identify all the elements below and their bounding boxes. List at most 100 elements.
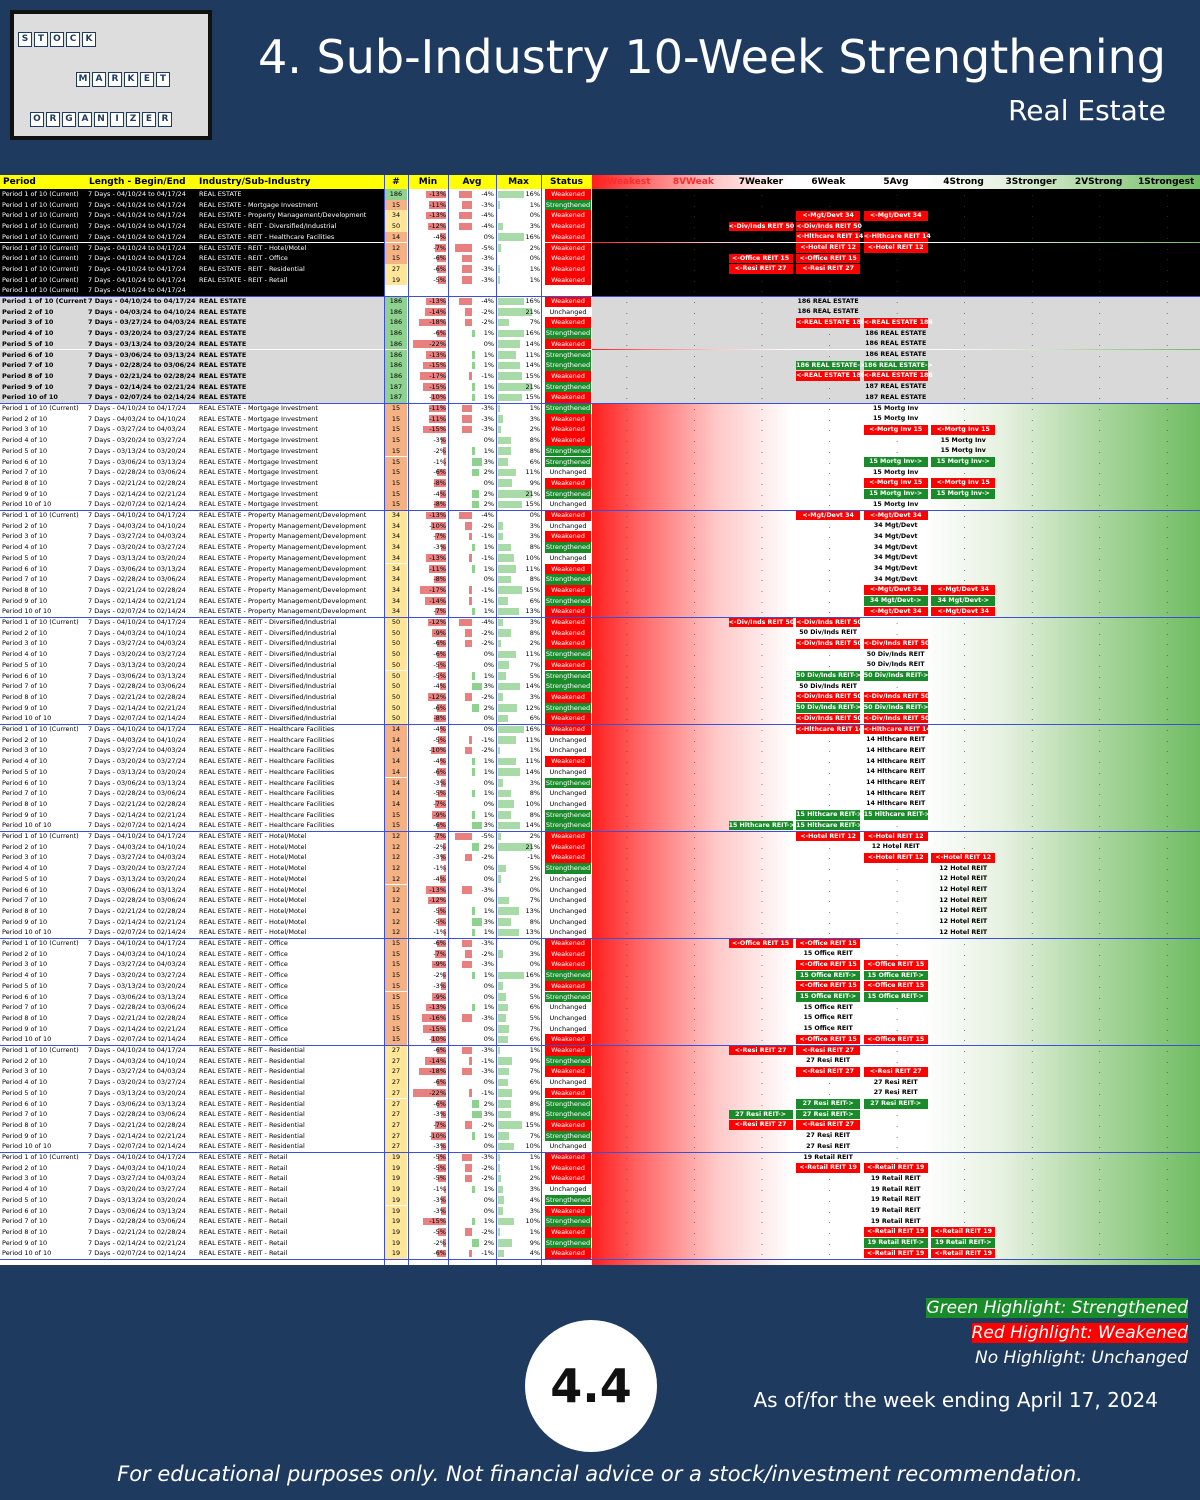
column-divider: [384, 175, 385, 1265]
numeric-area: [384, 713, 592, 724]
min-bar: [444, 864, 446, 873]
col-band-5avg: 5Avg: [883, 177, 909, 187]
group-separator: [0, 296, 1200, 297]
band-dot: .: [625, 1131, 628, 1140]
band-dot: .: [1166, 971, 1169, 980]
cell-min: -12%: [429, 618, 446, 626]
band-dot: .: [1098, 928, 1101, 937]
table-row: Period 6 of 10 7 Days - 03/06/24 to 03/13…: [0, 1098, 1200, 1110]
cell-min: -14%: [429, 596, 446, 605]
cell-min: -3%: [433, 853, 446, 862]
status-badge: Strengthened: [545, 670, 591, 682]
cell-length: 7 Days - 03/20/24 to 03/27/24: [88, 1078, 186, 1087]
max-bar: [498, 522, 503, 530]
numeric-area: [384, 905, 592, 917]
group-separator: [0, 1045, 1200, 1046]
band-label: <-Mgt/Devt 34: [796, 210, 861, 221]
avg-bar: [468, 586, 472, 594]
min-bar: [430, 1132, 446, 1140]
table-row: Period 1 of 10 (Current) 7 Days - 04/10/2…: [0, 1045, 1200, 1056]
band-dot: .: [693, 286, 696, 295]
band-dot: .: [1098, 1046, 1101, 1054]
band-dot: .: [760, 1227, 764, 1236]
band-dot: .: [1166, 650, 1169, 659]
min-bar: [423, 425, 446, 434]
band-dot: .: [1166, 757, 1169, 766]
col-band-2vstrong: 2VStrong: [1074, 177, 1123, 187]
cell-max: 1%: [529, 275, 540, 284]
section-badge: 4.4: [525, 1320, 657, 1452]
band-dot: .: [1031, 457, 1034, 466]
cell-max: 16%: [525, 725, 540, 733]
cell-avg: -3%: [481, 200, 494, 209]
cell-industry: REAL ESTATE - REIT - Healthcare Faciliti…: [199, 821, 335, 830]
status-badge: Strengthened: [545, 702, 591, 714]
band-dot: .: [963, 532, 966, 541]
band-dot: .: [693, 1195, 696, 1204]
cell-period: Period 2 of 10: [2, 949, 48, 958]
numeric-area: [384, 991, 592, 1003]
logo-letter: S: [18, 32, 32, 47]
cell-min: -5%: [433, 671, 446, 680]
cell-period: Period 10 of 10: [2, 821, 52, 830]
cell-min: -9%: [433, 992, 446, 1001]
band-dot: .: [693, 949, 696, 958]
table-row: Period 2 of 10 7 Days - 04/03/24 to 04/10…: [0, 306, 1200, 318]
min-bar: [435, 1121, 446, 1129]
cell-avg: 0%: [483, 981, 494, 990]
band-dot: .: [895, 393, 899, 402]
max-bar: [498, 490, 532, 498]
band-dot: .: [1098, 607, 1101, 616]
band-dot: .: [1031, 1238, 1034, 1247]
col-band-4strong: 4Strong: [943, 177, 984, 187]
band-label: 27 Resi REIT: [873, 1089, 918, 1097]
band-dot: .: [1166, 1174, 1169, 1183]
cell-avg: 3%: [483, 917, 494, 926]
cell-industry: REAL ESTATE - REIT - Healthcare Faciliti…: [199, 725, 335, 733]
cell-avg: 3%: [483, 821, 494, 830]
band-dot: .: [760, 1003, 764, 1012]
status-badge: Unchanged: [545, 895, 591, 906]
band-dot: .: [1098, 1003, 1101, 1012]
cell-min: -1%: [433, 928, 446, 937]
column-divider: [496, 175, 497, 1265]
band-dot: .: [963, 361, 966, 370]
cell-min: -1%: [433, 457, 446, 466]
cell-period: Period 2 of 10: [2, 735, 48, 744]
band-label: <-Resi REIT 27: [728, 1120, 793, 1131]
numeric-area: [384, 189, 592, 200]
cell-max: 2%: [529, 832, 540, 840]
band-label: 19 Retail REIT: [870, 1196, 921, 1204]
min-bar: [433, 500, 446, 509]
numeric-area: [384, 606, 592, 617]
status-badge: Strengthened: [545, 381, 591, 393]
cell-avg: 1%: [483, 789, 494, 798]
max-bar: [498, 811, 511, 819]
band-dot: .: [963, 1120, 966, 1129]
cell-industry: REAL ESTATE - REIT - Diversified/Industr…: [199, 671, 337, 680]
band-label: 186 REAL ESTATE: [797, 308, 859, 316]
band-dot: .: [828, 1013, 831, 1022]
max-bar: [498, 875, 502, 883]
band-dot: .: [693, 981, 696, 990]
band-dot: .: [693, 1078, 696, 1087]
band-label: <-Mgt/Devt 34: [796, 510, 861, 521]
min-bar: [435, 532, 446, 541]
min-bar: [441, 436, 446, 445]
cell-count: 34: [385, 606, 407, 617]
cell-count: 50: [385, 649, 407, 660]
band-dot: .: [760, 339, 764, 348]
band-dot: .: [895, 446, 899, 455]
avg-bar: [465, 639, 472, 648]
band-dot: .: [1031, 596, 1034, 605]
avg-bar: [472, 907, 476, 915]
max-bar: [498, 190, 524, 198]
status-badge: Weakened: [545, 713, 591, 724]
band-dot: .: [963, 1142, 966, 1151]
band-label: 27 Resi REIT: [873, 1078, 918, 1086]
band-dot: .: [760, 917, 764, 926]
min-bar: [429, 565, 446, 573]
min-bar: [436, 821, 446, 830]
band-dot: .: [1166, 489, 1169, 498]
cell-count: 27: [385, 1087, 407, 1099]
